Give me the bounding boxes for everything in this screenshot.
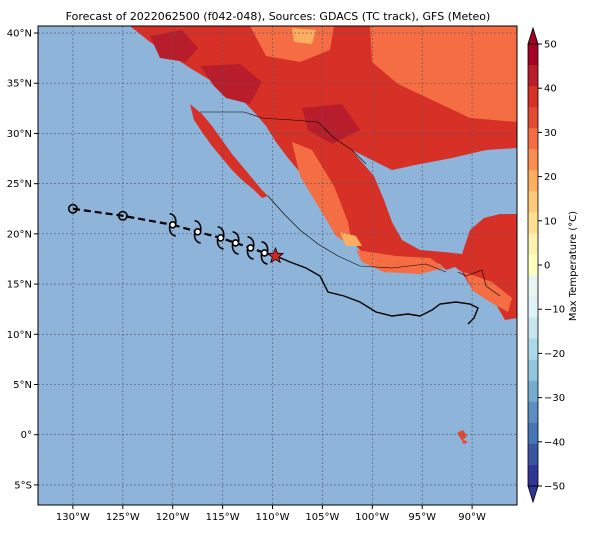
y-tick-label: 0°	[21, 430, 32, 441]
colorbar-tick-label: 10	[544, 216, 557, 227]
x-tick-label: 110°W	[256, 512, 290, 523]
x-tick-label: 115°W	[206, 512, 240, 523]
map-frame	[37, 25, 518, 506]
colorbar-segment	[528, 464, 538, 487]
coastline-pacific	[267, 195, 447, 273]
colorbar-segment	[528, 254, 538, 277]
colorbar-min-extend	[527, 485, 539, 504]
y-tick-label: 10°N	[7, 330, 32, 341]
y-tick-label: 5°N	[13, 380, 32, 391]
colorbar-segment	[528, 107, 538, 129]
gulf-of-mexico	[352, 148, 517, 254]
x-tick-label: 95°W	[408, 512, 436, 523]
colorbar-segment	[528, 443, 538, 466]
colorbar-segment	[528, 422, 538, 445]
x-tick-label: 120°W	[156, 512, 190, 523]
borders	[200, 111, 501, 297]
y-tick-label: 5°S	[14, 480, 32, 491]
colorbar-segment	[528, 359, 538, 382]
tropical-storm-symbol[interactable]	[193, 220, 202, 244]
colorbar-segment	[528, 191, 538, 213]
colorbar-tick-label: 30	[544, 128, 557, 139]
hot-zone-texas	[302, 104, 360, 144]
colorbar-segment	[528, 233, 538, 255]
cool-spot-colorado	[292, 28, 316, 44]
mild-zone-plains	[370, 26, 517, 122]
hot-zone-nevada	[150, 30, 198, 62]
x-tick-label: 90°W	[458, 512, 486, 523]
tropical-storm-symbol[interactable]	[246, 236, 255, 260]
track-past-line	[72, 207, 173, 226]
land-baja	[190, 104, 268, 198]
y-tick-label: 30°N	[7, 129, 32, 140]
y-tick-label: 20°N	[7, 229, 32, 240]
past-position-marker[interactable]	[117, 210, 128, 221]
colorbar-segment	[528, 86, 538, 108]
x-tick-label: 130°W	[56, 512, 90, 523]
colorbar-tick-label: −40	[544, 437, 565, 448]
colorbar-tick-label: 20	[544, 172, 557, 183]
colorbar-segment	[528, 65, 538, 87]
hot-zone-sonoran	[200, 64, 262, 104]
colorbar-max-extend	[527, 26, 539, 45]
map-panel[interactable]	[38, 26, 517, 505]
colorbar-segment	[528, 317, 538, 340]
land-yucatan	[458, 216, 506, 272]
y-tick-label: 15°N	[7, 280, 32, 291]
x-tick-label: 100°W	[355, 512, 389, 523]
colorbar-tick-label: −20	[544, 349, 565, 360]
y-tick-label: 25°N	[7, 179, 32, 190]
colorbar-tick-label: 0	[544, 261, 550, 272]
tc-track[interactable]	[67, 203, 479, 325]
land-islands	[457, 430, 467, 444]
colorbar-segment	[528, 401, 538, 424]
y-tick-label: 35°N	[7, 79, 32, 90]
colorbar-segment	[528, 275, 538, 298]
x-axis-ticks: 130°W 125°W 120°W 115°W 110°W 105°W 100°W 95°W 9…	[56, 505, 486, 523]
mild-zone-guatemala	[464, 272, 512, 312]
colorbar-tick-label: −50	[544, 482, 565, 493]
tropical-storm-symbol[interactable]	[168, 213, 177, 237]
tropical-storm-symbol[interactable]	[260, 241, 269, 265]
colorbar-segment	[528, 128, 538, 150]
colorbar-segment	[528, 170, 538, 192]
x-tick-label: 105°W	[305, 512, 339, 523]
cool-spot-mexico-plateau	[340, 232, 362, 246]
colorbar-tick-label: 50	[544, 40, 557, 51]
us-mexico-border	[200, 111, 367, 165]
guatemala-border	[457, 269, 501, 297]
colorbar-label: Max Temperature (°C)	[568, 211, 579, 321]
tropical-storm-symbol[interactable]	[216, 226, 225, 250]
colorbar-segment	[528, 44, 538, 66]
colorbar-tick-label: 40	[544, 84, 557, 95]
colorbar-segment	[528, 296, 538, 319]
map-title: Forecast of 2022062500 (f042-048), Sourc…	[66, 10, 491, 23]
tropical-storm-symbol[interactable]	[231, 231, 240, 255]
colorbar-segment	[528, 212, 538, 234]
y-axis-ticks: 40°N 35°N 30°N 25°N 20°N 15°N 10°N 5°N 0° 5°S	[7, 29, 38, 491]
current-position-star[interactable]	[266, 246, 285, 264]
colorbar-segment	[528, 149, 538, 171]
colorbar: 50 40 30 20 10 0 −10 −20 −30 −40 −50 Max Temperatu…	[527, 26, 579, 504]
past-position-marker[interactable]	[67, 203, 78, 214]
x-tick-label: 125°W	[106, 512, 140, 523]
colorbar-tick-label: −10	[544, 305, 565, 316]
colorbar-tick-label: −30	[544, 393, 565, 404]
colorbar-segment	[528, 380, 538, 403]
colorbar-segment	[528, 338, 538, 361]
y-tick-label: 40°N	[7, 29, 32, 40]
land-temperature-field	[130, 26, 517, 444]
gulf-of-california	[222, 108, 278, 182]
mild-zone-sierra-madre	[292, 142, 352, 246]
tc-wind-radius-contour	[275, 255, 479, 325]
